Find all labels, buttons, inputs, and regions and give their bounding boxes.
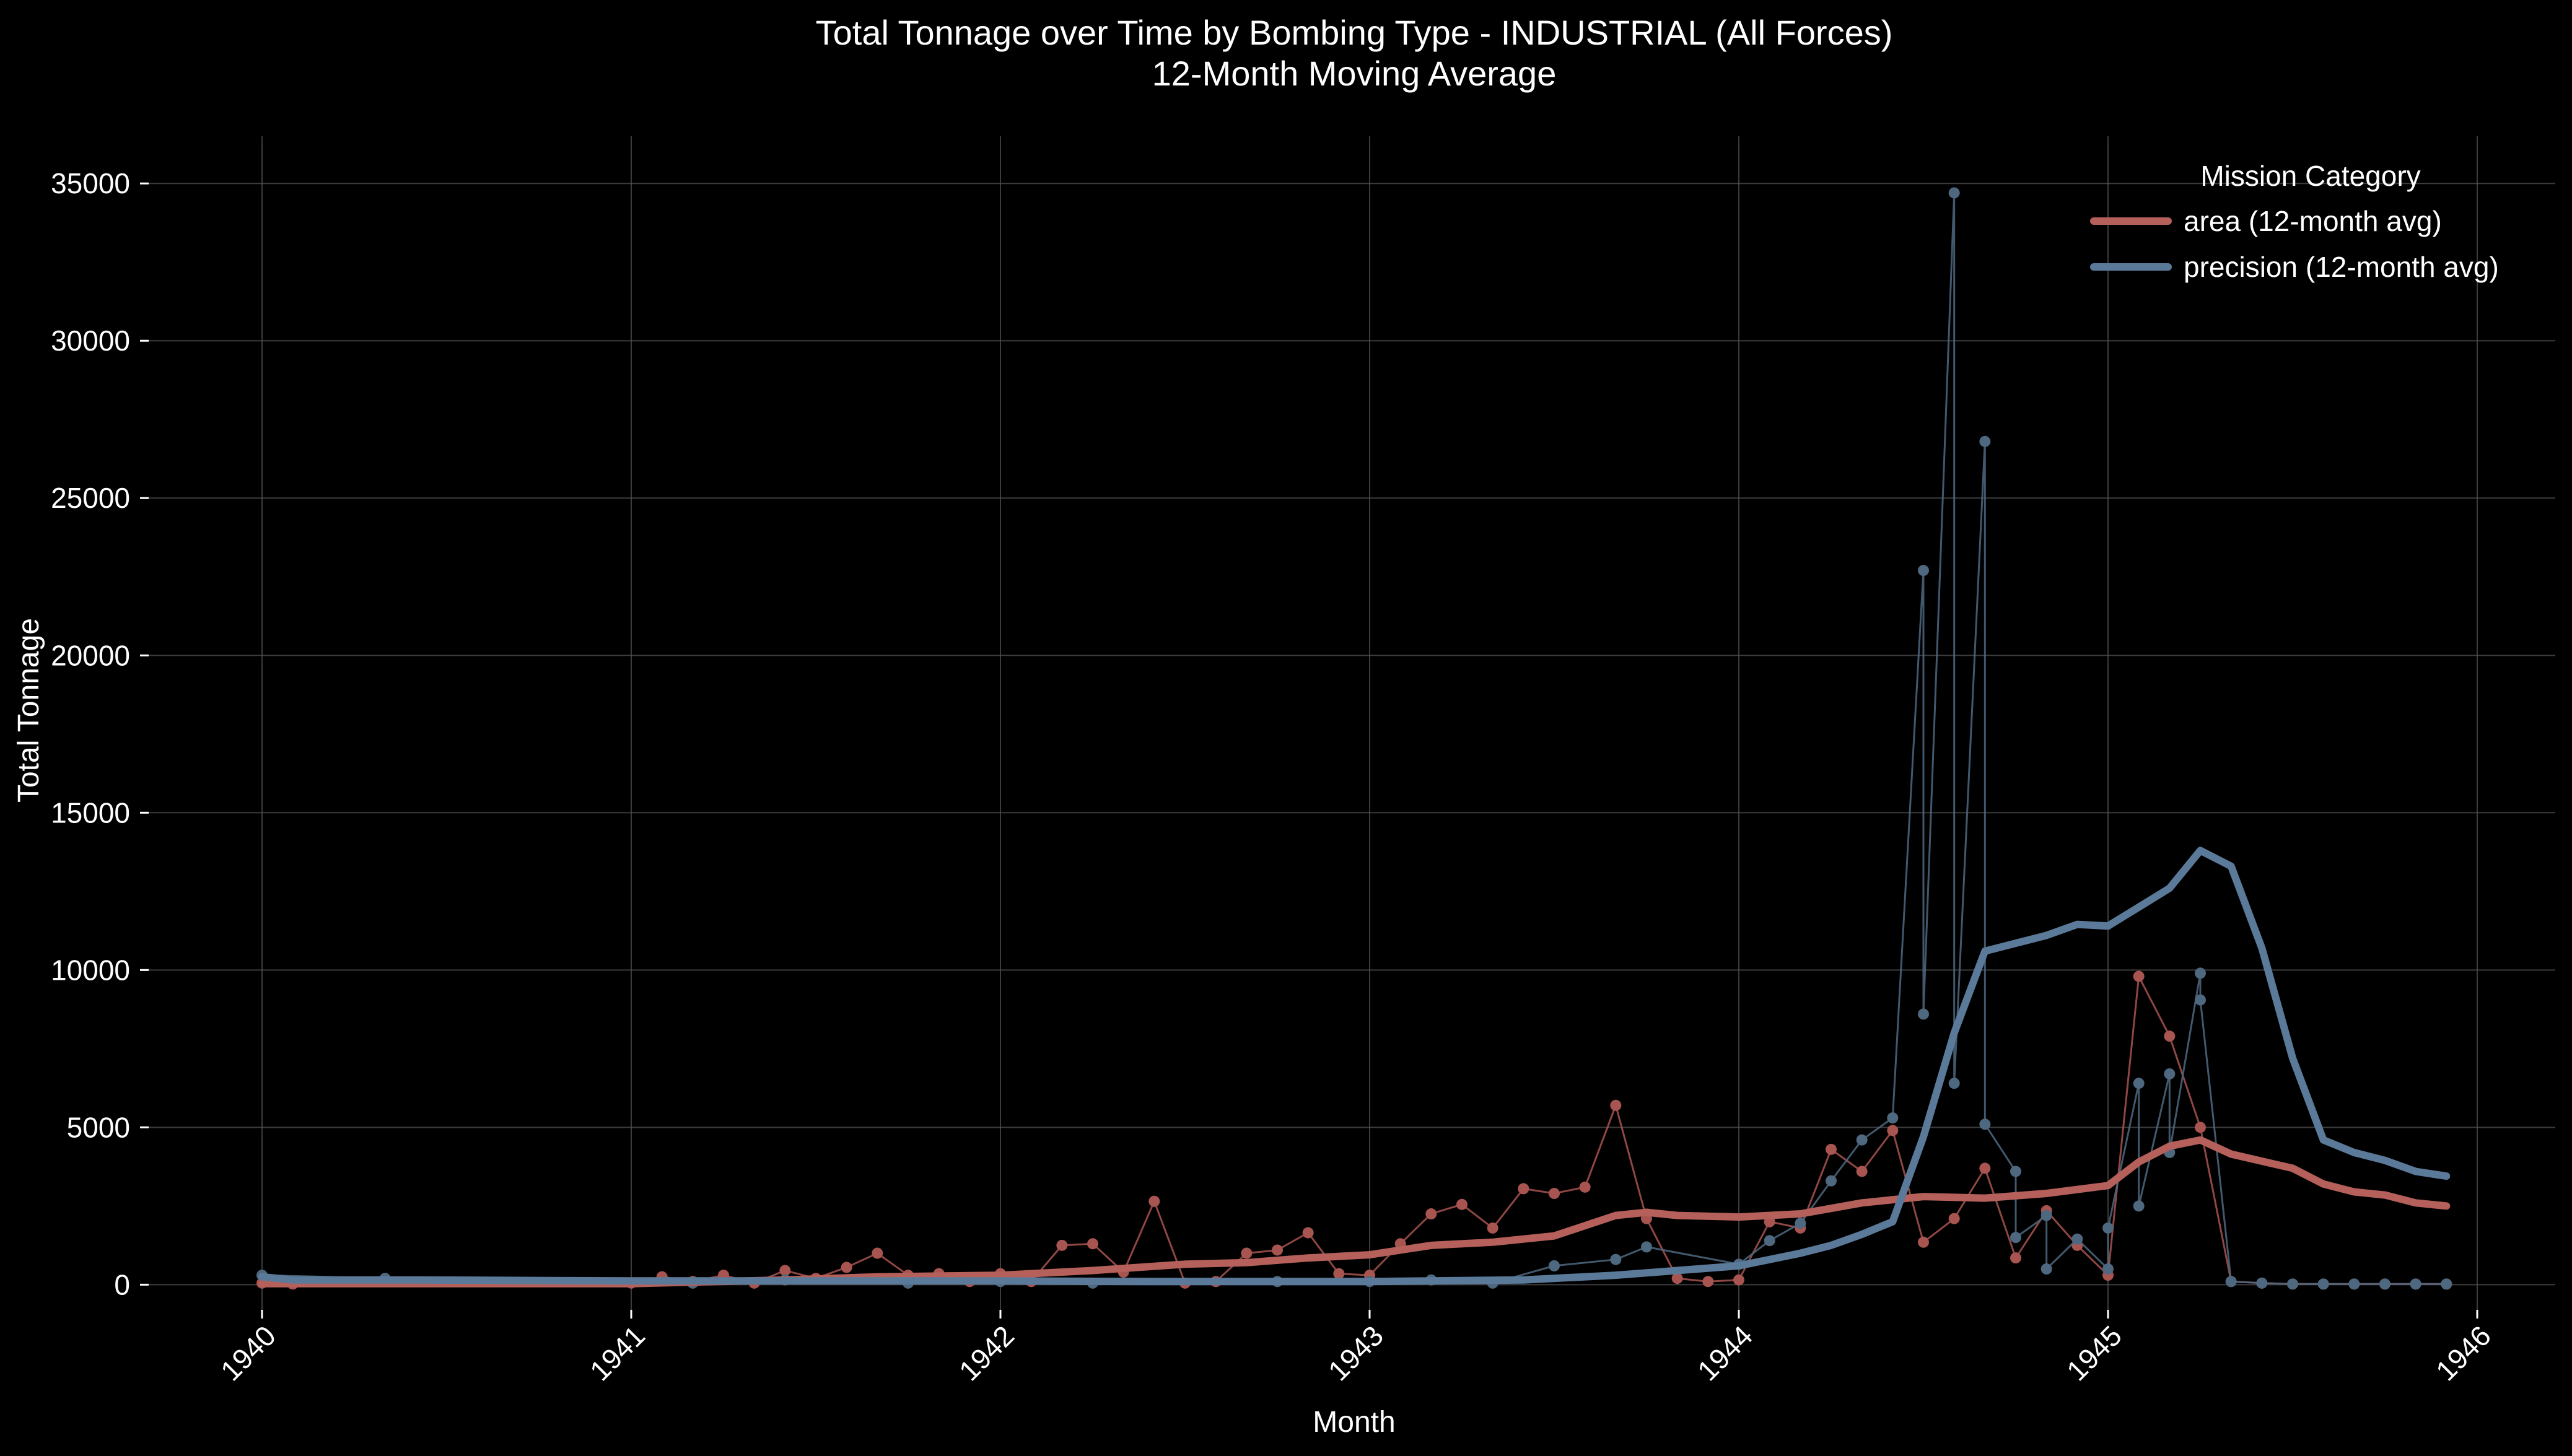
data-point-precision: [1795, 1218, 1806, 1229]
chart-title: Total Tonnage over Time by Bombing Type …: [816, 13, 1893, 52]
data-point-precision: [1948, 187, 1960, 199]
data-point-area: [872, 1247, 883, 1259]
data-point-precision: [2041, 1210, 2052, 1221]
legend-label-area: area (12-month avg): [2184, 205, 2442, 237]
data-point-area: [1241, 1247, 1253, 1259]
x-axis-label: Month: [1313, 1406, 1395, 1439]
data-point-area: [1518, 1183, 1529, 1195]
data-point-precision: [1856, 1134, 1868, 1146]
data-point-precision: [1979, 435, 1991, 447]
data-point-area: [1272, 1244, 1283, 1256]
data-point-area: [1826, 1143, 1837, 1155]
data-point-precision: [1979, 1118, 1991, 1130]
y-tick-label: 15000: [51, 796, 130, 829]
data-point-precision: [1549, 1260, 1560, 1271]
data-point-precision: [1641, 1241, 1652, 1253]
data-point-area: [1702, 1276, 1714, 1288]
data-point-area: [1087, 1238, 1098, 1250]
data-point-area: [1887, 1125, 1899, 1136]
data-point-precision: [2441, 1278, 2452, 1290]
legend: Mission Category area (12-month avg) pre…: [2090, 160, 2499, 283]
data-point-area: [1733, 1274, 1744, 1286]
y-tick-label: 35000: [51, 167, 130, 199]
data-point-precision: [2287, 1278, 2298, 1290]
data-point-area: [1487, 1222, 1498, 1234]
legend-label-precision: precision (12-month avg): [2184, 251, 2499, 283]
data-point-precision: [2410, 1278, 2421, 1290]
data-point-precision: [2195, 967, 2206, 979]
data-point-precision: [1826, 1175, 1837, 1187]
data-point-area: [1948, 1213, 1960, 1224]
data-point-precision: [2133, 1200, 2145, 1212]
series-avg-line-area: [258, 1136, 2451, 1288]
series-avg-line-precision: [258, 847, 2451, 1286]
data-point-area: [1979, 1162, 1991, 1174]
data-point-precision: [2041, 1263, 2052, 1275]
data-point-precision: [2102, 1263, 2114, 1275]
data-point-precision: [1610, 1253, 1622, 1265]
data-point-area: [2133, 970, 2145, 982]
data-point-area: [2164, 1031, 2176, 1042]
data-point-precision: [1764, 1235, 1775, 1247]
data-point-area: [1579, 1181, 1591, 1193]
data-point-area: [1456, 1198, 1468, 1210]
data-point-area: [1610, 1099, 1622, 1111]
y-tick-label: 30000: [51, 325, 130, 357]
data-point-area: [1856, 1166, 1868, 1177]
data-point-area: [841, 1262, 852, 1273]
data-point-precision: [2071, 1233, 2083, 1245]
y-tick-label: 0: [114, 1268, 130, 1301]
data-point-precision: [2379, 1278, 2390, 1290]
data-point-precision: [2195, 994, 2206, 1006]
data-point-precision: [2317, 1278, 2329, 1290]
y-tick-label: 25000: [51, 482, 130, 514]
data-point-precision: [2133, 1078, 2145, 1089]
data-point-precision: [2225, 1276, 2237, 1288]
data-point-precision: [2348, 1278, 2360, 1290]
data-point-area: [2010, 1252, 2021, 1264]
chart-subtitle: 12-Month Moving Average: [1152, 54, 1557, 93]
data-point-precision: [2102, 1222, 2114, 1234]
data-point-precision: [1918, 1008, 1929, 1020]
data-point-precision: [2256, 1277, 2268, 1289]
data-point-precision: [1887, 1112, 1899, 1124]
avg-series: [258, 847, 2451, 1288]
data-point-area: [779, 1265, 791, 1276]
data-point-precision: [1948, 1078, 1960, 1089]
data-point-area: [2195, 1122, 2206, 1133]
data-point-area: [1056, 1239, 1068, 1251]
data-point-precision: [2010, 1232, 2021, 1244]
y-tick-label: 20000: [51, 639, 130, 671]
legend-title: Mission Category: [2200, 160, 2420, 192]
y-axis-label: Total Tonnage: [12, 618, 45, 803]
series-raw-line-area: [261, 973, 2447, 1285]
data-point-area: [1148, 1195, 1160, 1207]
data-point-area: [1333, 1268, 1345, 1279]
data-point-area: [1302, 1227, 1314, 1239]
y-tick-label: 10000: [51, 954, 130, 986]
data-point-area: [1425, 1208, 1437, 1220]
data-point-precision: [2164, 1068, 2176, 1079]
data-point-precision: [2010, 1166, 2021, 1177]
data-point-area: [1671, 1273, 1683, 1284]
data-point-area: [1549, 1188, 1560, 1200]
y-tick-label: 5000: [67, 1111, 130, 1143]
data-point-area: [1918, 1236, 1929, 1248]
data-point-precision: [1918, 565, 1929, 577]
